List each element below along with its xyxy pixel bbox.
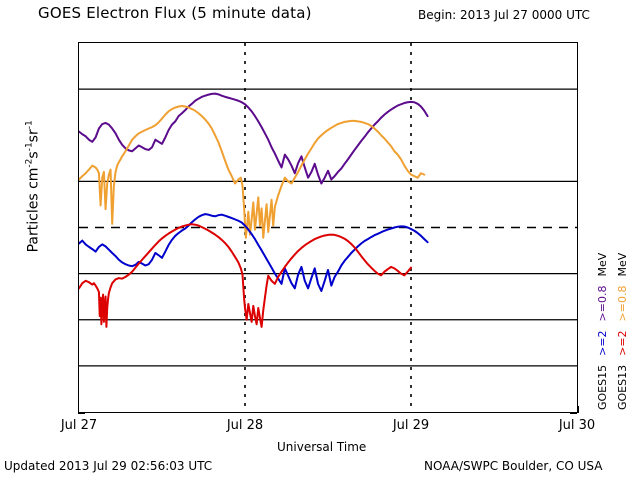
y-axis-exp-2: -1	[24, 142, 35, 152]
legend-spacer	[616, 321, 629, 330]
y-axis-mid-1: s	[25, 151, 42, 159]
y-axis-mid-2: sr	[25, 129, 42, 143]
series-line-2	[79, 213, 429, 292]
legend-spacer	[616, 356, 629, 365]
legend-spacer	[596, 356, 609, 365]
legend-channel-2mev: >=2	[596, 330, 609, 356]
updated-timestamp: Updated 2013 Jul 29 02:56:03 UTC	[4, 459, 213, 473]
y-axis-label: Particles cm-2s-1sr-1	[25, 76, 42, 296]
begin-time-label: Begin: 2013 Jul 27 0000 UTC	[418, 8, 590, 22]
plot-inner	[79, 43, 577, 412]
credit-label: NOAA/SWPC Boulder, CO USA	[424, 459, 603, 473]
legend-unit: MeV	[596, 252, 609, 277]
legend-channel-08mev: >=0.8	[616, 285, 629, 322]
legend-spacer	[596, 321, 609, 330]
x-tick-label: Jul 28	[226, 418, 264, 433]
series-line-1	[79, 105, 426, 239]
legend-spacer	[616, 277, 629, 286]
legend-goes13: GOES13 >=2 >=0.8 MeV	[616, 253, 629, 410]
series-line-0	[79, 92, 429, 185]
series-line-3	[79, 223, 412, 328]
x-tick-label: Jul 27	[60, 418, 98, 433]
legend-channel-2mev: >=2	[616, 330, 629, 356]
y-axis-label-text: Particles cm	[25, 167, 42, 253]
legend-channel-08mev: >=0.8	[596, 285, 609, 322]
x-tick-label: Jul 30	[558, 418, 596, 433]
legend-goes15: GOES15 >=2 >=0.8 MeV	[596, 253, 609, 410]
plot-svg	[79, 43, 577, 412]
plot-area	[78, 42, 578, 413]
y-axis-exp-1: -2	[24, 158, 35, 168]
y-axis-exp-3: -1	[24, 120, 35, 130]
x-tick-label: Jul 29	[392, 418, 430, 433]
legend-satellite-name: GOES13	[616, 364, 629, 410]
chart-title: GOES Electron Flux (5 minute data)	[38, 4, 312, 22]
x-axis-label: Universal Time	[277, 440, 367, 454]
legend-satellite-name: GOES15	[596, 364, 609, 410]
legend-unit: MeV	[616, 252, 629, 277]
legend-spacer	[596, 277, 609, 286]
